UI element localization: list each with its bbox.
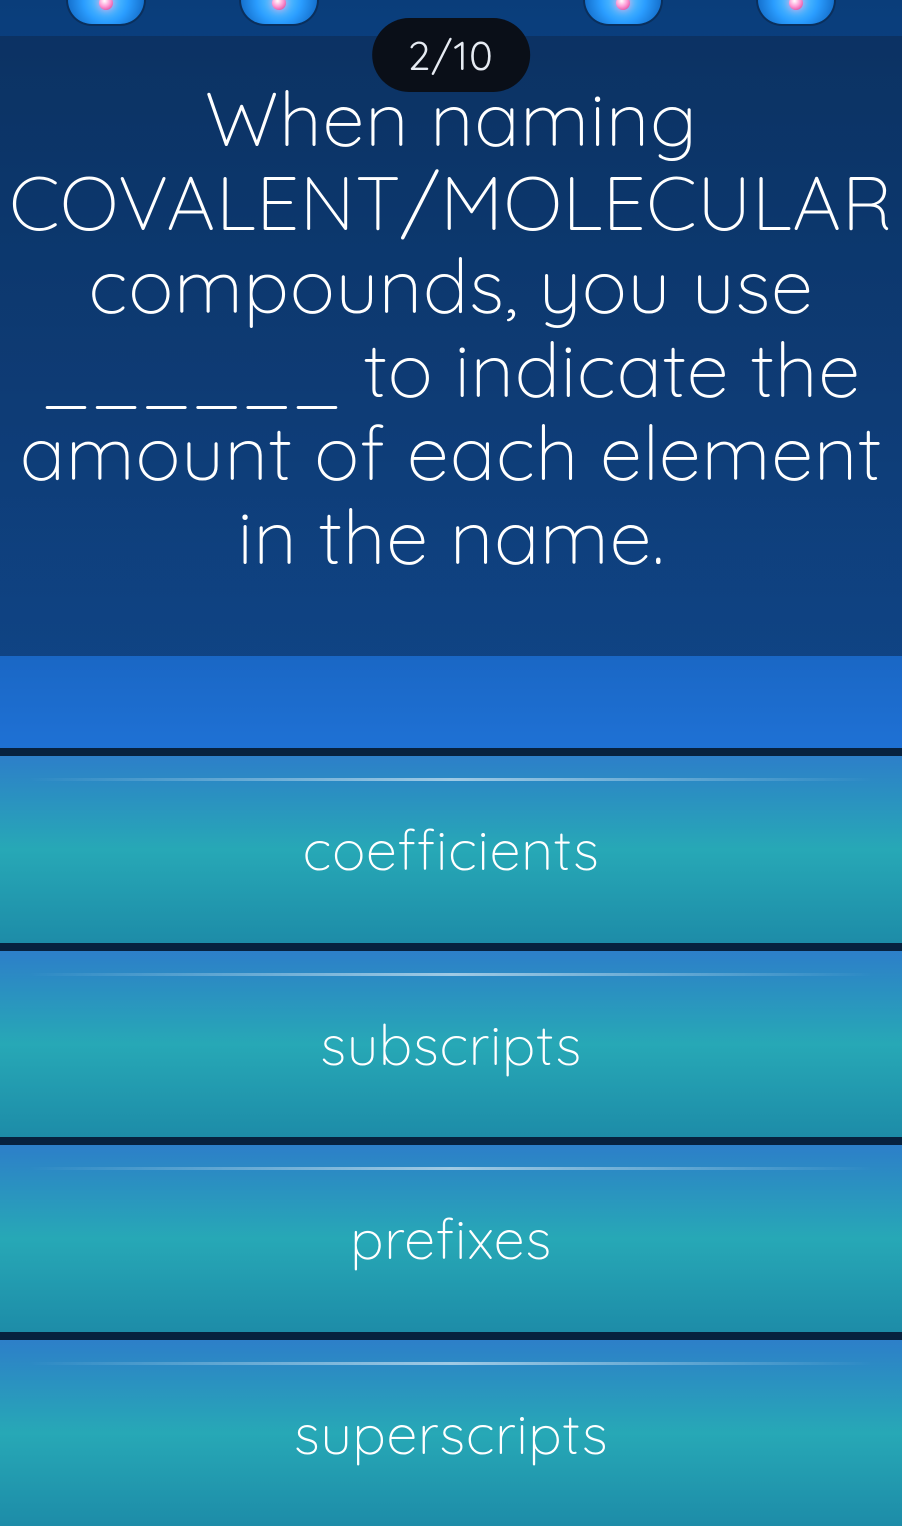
gloss-highlight	[27, 973, 875, 976]
gloss-highlight	[27, 778, 875, 781]
stage-light-icon	[66, 0, 146, 26]
answer-option-3[interactable]: prefixes	[0, 1137, 902, 1340]
answers-container: coefficients subscripts prefixes supersc…	[0, 656, 902, 1526]
question-panel: 2/10 When naming COVALENT/MOLECULAR comp…	[0, 36, 902, 656]
answer-option-2[interactable]: subscripts	[0, 943, 902, 1146]
answers-spacer	[0, 656, 902, 756]
stage-light-icon	[583, 0, 663, 26]
answer-label: superscripts	[294, 1398, 608, 1468]
answer-label: coefficients	[303, 814, 600, 884]
gloss-highlight	[27, 1362, 875, 1365]
answer-label: prefixes	[350, 1203, 552, 1273]
answer-option-1[interactable]: coefficients	[0, 748, 902, 951]
question-text: When naming COVALENT/MOLECULAR compounds…	[0, 36, 902, 578]
answer-label: subscripts	[320, 1009, 582, 1079]
stage-light-icon	[239, 0, 319, 26]
stage-light-icon	[756, 0, 836, 26]
quiz-screen: 2/10 When naming COVALENT/MOLECULAR comp…	[0, 0, 902, 1526]
progress-badge: 2/10	[372, 18, 530, 92]
gloss-highlight	[27, 1167, 875, 1170]
answer-option-4[interactable]: superscripts	[0, 1332, 902, 1526]
